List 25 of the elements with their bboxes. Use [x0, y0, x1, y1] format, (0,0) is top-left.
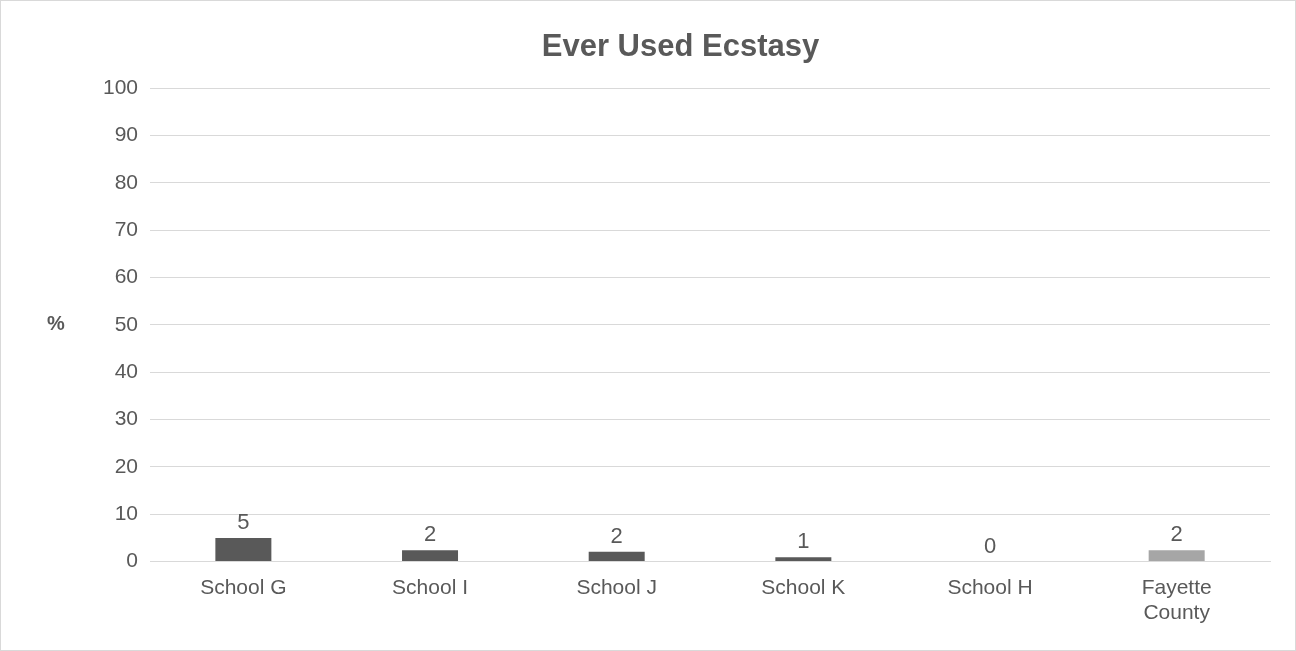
x-tick-label: School K	[761, 575, 846, 598]
data-label: 2	[1170, 521, 1183, 547]
data-label: 2	[610, 522, 623, 548]
y-axis-title: %	[47, 312, 66, 335]
y-tick-label: 40	[114, 359, 139, 383]
y-tick-label: 50	[114, 311, 139, 335]
x-tick-label: School I	[392, 575, 468, 598]
y-tick-label: 0	[126, 548, 139, 572]
chart-title: Ever Used Ecstasy	[541, 28, 820, 64]
data-label: 2	[423, 521, 437, 547]
x-tick-label: Fayette County	[1141, 575, 1212, 624]
x-tick-label: School J	[576, 575, 657, 598]
y-tick-label: 80	[114, 169, 139, 193]
y-tick-label: 10	[114, 501, 139, 525]
y-tick-label: 100	[102, 75, 139, 98]
y-tick-label: 70	[114, 217, 139, 241]
data-label: 0	[983, 532, 997, 558]
y-tick-label: 60	[114, 264, 139, 288]
x-tick-label: School H	[947, 575, 1033, 598]
y-tick-label: 90	[114, 122, 139, 146]
x-tick-label: School G	[200, 575, 287, 598]
y-tick-label: 30	[114, 406, 139, 430]
data-label: 5	[237, 508, 250, 534]
data-label: 1	[797, 528, 810, 554]
y-tick-label: 20	[114, 453, 139, 477]
